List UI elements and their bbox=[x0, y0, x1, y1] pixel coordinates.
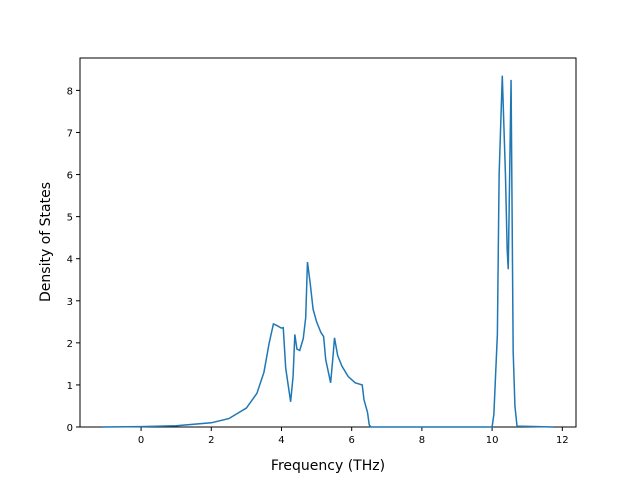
y-tick-label: 4 bbox=[67, 255, 73, 266]
y-tick-label: 8 bbox=[67, 86, 73, 97]
y-tick-label: 6 bbox=[67, 171, 73, 182]
x-axis-label: Frequency (THz) bbox=[271, 458, 385, 474]
y-tick-label: 2 bbox=[67, 339, 73, 350]
x-tick-label: 2 bbox=[208, 435, 214, 446]
x-tick-label: 10 bbox=[486, 435, 499, 446]
y-tick-label: 7 bbox=[67, 128, 73, 139]
y-tick-label: 3 bbox=[67, 297, 73, 308]
x-tick-label: 4 bbox=[278, 435, 284, 446]
y-tick-label: 1 bbox=[67, 381, 73, 392]
x-tick-label: 6 bbox=[349, 435, 355, 446]
y-tick-label: 0 bbox=[67, 423, 73, 434]
x-tick-label: 12 bbox=[556, 435, 569, 446]
x-tick-label: 0 bbox=[138, 435, 144, 446]
x-tick-label: 8 bbox=[419, 435, 425, 446]
plot-frame bbox=[79, 57, 577, 428]
y-axis-label: Density of States bbox=[38, 182, 54, 302]
y-tick-label: 5 bbox=[67, 213, 73, 224]
data-line bbox=[102, 75, 554, 428]
